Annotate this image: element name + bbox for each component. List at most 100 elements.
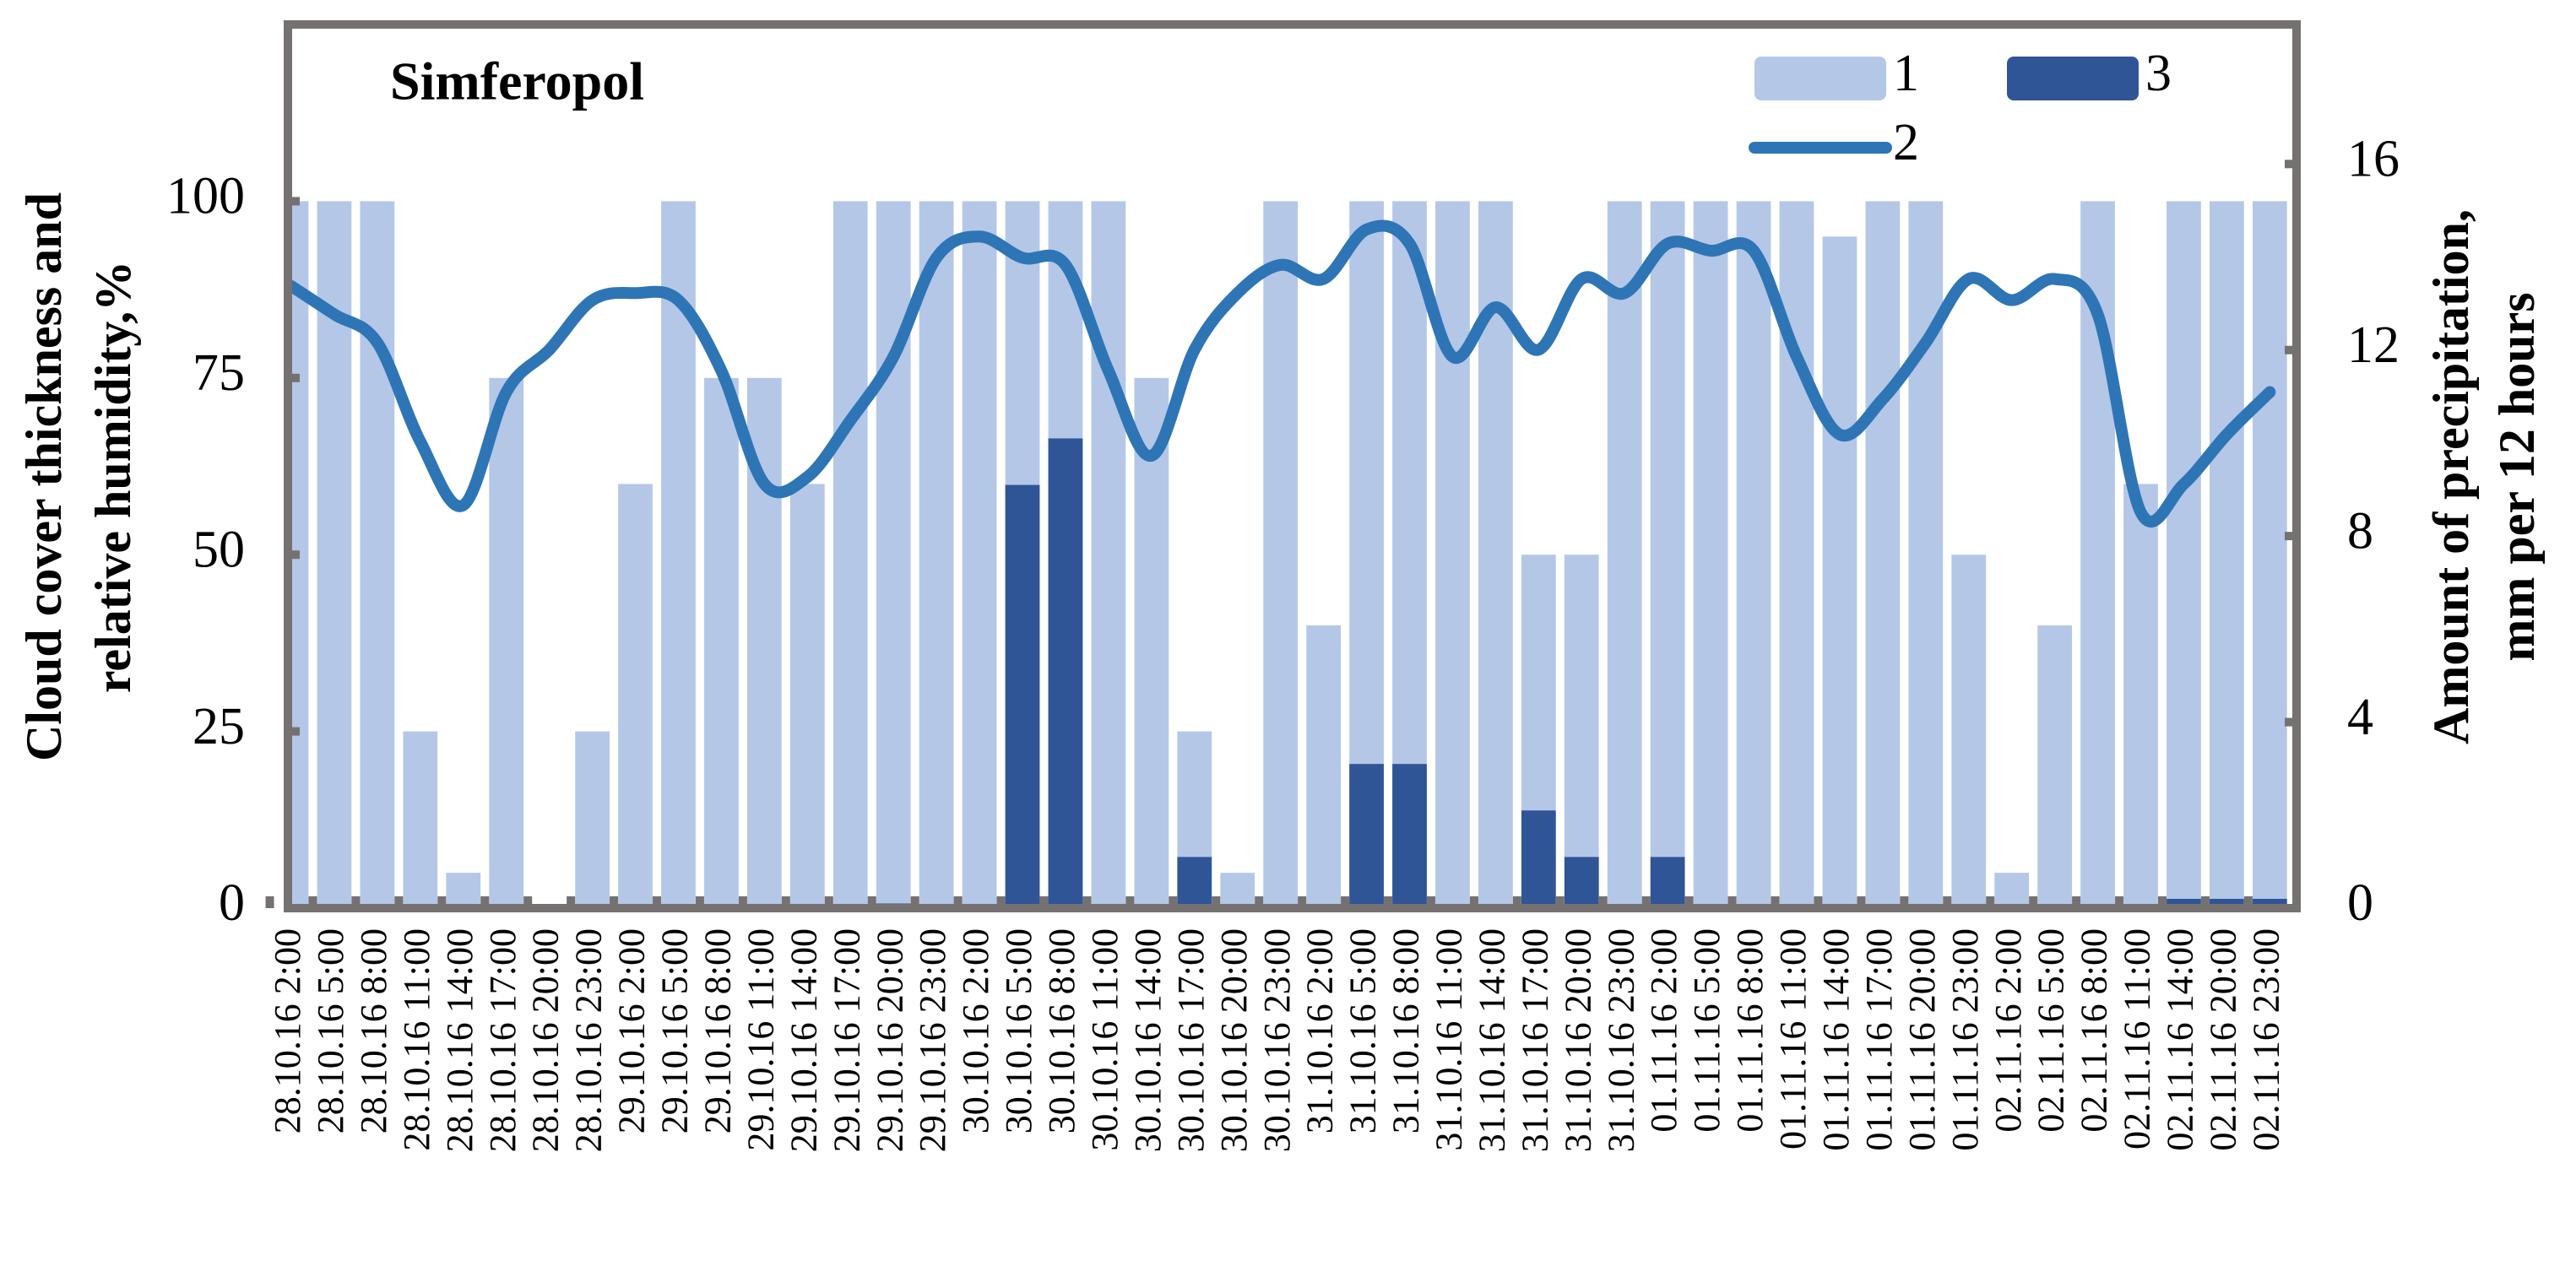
y-axis-title: relative humidity,% (85, 261, 141, 693)
bar (1994, 873, 2030, 908)
bar (1134, 377, 1169, 908)
bar (1005, 484, 1040, 908)
bar (575, 731, 610, 908)
bar (1736, 201, 1771, 908)
x-tick-label: 31.10.16 20:00 (1557, 928, 1598, 1152)
x-tick-label: 02.11.16 23:00 (2245, 928, 2286, 1151)
bar (360, 201, 395, 908)
x-tick-label: 29.10.16 17:00 (826, 928, 867, 1152)
x-tick-label: 02.11.16 8:00 (2074, 928, 2115, 1133)
x-tick-label: 02.11.16 5:00 (2031, 928, 2072, 1133)
x-tick-label: 01.11.16 11:00 (1772, 928, 1814, 1150)
y-tick-label: 75 (193, 344, 245, 402)
bar (2210, 898, 2244, 908)
y2-axis-title: Amount of precipitation, (2423, 209, 2479, 744)
x-tick-label: 30.10.16 5:00 (998, 928, 1039, 1133)
x-tick-label: 30.10.16 14:00 (1127, 928, 1169, 1152)
x-tick-label: 29.10.16 11:00 (740, 928, 781, 1151)
legend-swatch (2007, 57, 2139, 100)
x-tick-label: 30.10.16 20:00 (1213, 928, 1255, 1152)
y2-tick-label: 16 (2347, 131, 2400, 188)
bar (832, 201, 868, 908)
bar (1091, 201, 1126, 908)
bar (446, 873, 481, 908)
x-tick-label: 31.10.16 11:00 (1429, 928, 1470, 1151)
bar (618, 484, 653, 908)
bar (2252, 201, 2287, 908)
y-tick-label: 0 (219, 874, 245, 932)
bar (1607, 201, 1642, 908)
bar (1908, 201, 1944, 908)
bar (1306, 625, 1341, 908)
x-tick-label: 31.10.16 14:00 (1471, 928, 1512, 1152)
bar (704, 377, 739, 908)
x-tick-label: 29.10.16 2:00 (611, 928, 653, 1133)
bar (1650, 201, 1685, 908)
bar (1349, 764, 1384, 908)
line (288, 219, 2276, 528)
y-axis-title: Cloud cover thickness and (16, 192, 72, 761)
x-tick-label: 29.10.16 20:00 (869, 928, 910, 1152)
x-tick-label: 01.11.16 23:00 (1944, 928, 1986, 1151)
x-tick-label: 02.11.16 20:00 (2202, 928, 2243, 1151)
bar (2123, 484, 2158, 908)
x-tick-label: 30.10.16 2:00 (955, 928, 996, 1133)
y2-tick-label: 8 (2347, 502, 2373, 560)
bar (403, 731, 438, 908)
x-tick-label: 01.11.16 14:00 (1815, 928, 1857, 1151)
bar (1779, 201, 1814, 908)
bar (919, 201, 954, 908)
x-tick-label: 31.10.16 17:00 (1514, 928, 1555, 1152)
legend-label: 1 (1893, 45, 1919, 102)
bar (2037, 625, 2073, 908)
x-tick-label: 28.10.16 20:00 (525, 928, 567, 1152)
x-tick-label: 28.10.16 17:00 (482, 928, 523, 1152)
y2-tick-label: 12 (2347, 316, 2400, 374)
x-tick-label: 28.10.16 2:00 (267, 928, 308, 1133)
bar (1263, 201, 1299, 908)
bar (2210, 201, 2244, 908)
x-tick-label: 31.10.16 2:00 (1299, 928, 1341, 1133)
bar (1177, 857, 1212, 908)
bar (1822, 236, 1857, 908)
bar (1435, 201, 1470, 908)
bar (2167, 201, 2201, 908)
x-tick-label: 29.10.16 23:00 (912, 928, 953, 1152)
bar (1951, 555, 1987, 908)
bar (1392, 764, 1427, 908)
x-tick-label: 30.10.16 17:00 (1170, 928, 1212, 1152)
y2-tick-label: 4 (2347, 689, 2373, 746)
y2-tick-label: 0 (2347, 874, 2373, 932)
x-tick-label: 28.10.16 8:00 (353, 928, 394, 1133)
bar (1048, 438, 1083, 908)
bar (2167, 898, 2201, 908)
x-tick-label: 01.11.16 20:00 (1901, 928, 1943, 1151)
x-tick-label: 01.11.16 8:00 (1729, 928, 1771, 1133)
x-tick-label: 28.10.16 5:00 (310, 928, 351, 1133)
y-tick-label: 25 (193, 698, 245, 755)
bar (1220, 873, 1255, 908)
x-tick-label: 30.10.16 11:00 (1084, 928, 1125, 1151)
x-tick-label: 02.11.16 11:00 (2117, 928, 2158, 1150)
x-tick-label: 29.10.16 14:00 (783, 928, 824, 1152)
x-tick-label: 29.10.16 5:00 (654, 928, 696, 1133)
bar (1693, 201, 1728, 908)
x-tick-label: 28.10.16 23:00 (568, 928, 610, 1152)
legend-label: 2 (1893, 114, 1919, 171)
x-tick-label: 30.10.16 23:00 (1256, 928, 1298, 1152)
bar (489, 377, 524, 908)
y2-axis-title: mm per 12 hours (2489, 292, 2545, 661)
x-tick-label: 31.10.16 8:00 (1386, 928, 1427, 1133)
x-tick-label: 29.10.16 8:00 (697, 928, 739, 1133)
legend-swatch (1754, 57, 1886, 100)
bar (1865, 201, 1901, 908)
legend-label: 3 (2145, 45, 2172, 102)
x-tick-label: 31.10.16 5:00 (1342, 928, 1384, 1133)
x-tick-label: 31.10.16 23:00 (1600, 928, 1641, 1152)
bar (1564, 555, 1599, 908)
x-tick-label: 28.10.16 14:00 (439, 928, 480, 1152)
bar (876, 201, 911, 908)
x-tick-label: 01.11.16 17:00 (1858, 928, 1900, 1151)
x-tick-label: 02.11.16 2:00 (1988, 928, 2029, 1133)
